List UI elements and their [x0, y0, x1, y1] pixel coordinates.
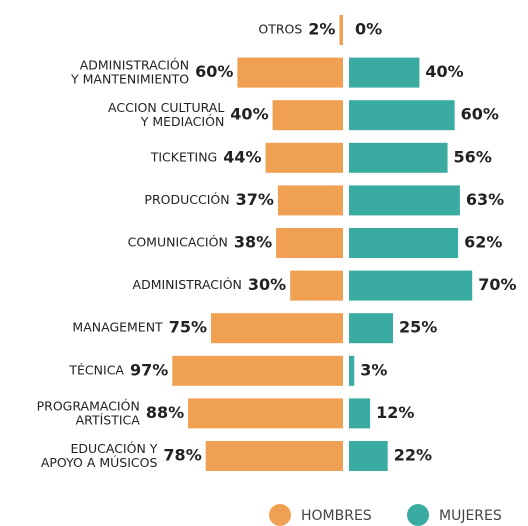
bar — [349, 142, 448, 173]
bar — [205, 441, 343, 471]
bar — [237, 57, 343, 88]
bar — [211, 313, 343, 344]
category-label: PRODUCCIÓN — [144, 192, 229, 207]
value-label: 40% — [230, 105, 268, 124]
bar — [272, 100, 343, 131]
bar — [349, 57, 420, 88]
bar — [349, 270, 473, 301]
bar — [349, 313, 393, 344]
legend-swatch — [269, 504, 291, 526]
value-label: 60% — [195, 62, 233, 81]
value-label: 12% — [376, 403, 414, 422]
bar — [265, 142, 343, 173]
value-label: 0% — [355, 20, 382, 39]
value-label: 44% — [223, 147, 261, 166]
bar — [349, 100, 455, 131]
bar — [349, 228, 459, 258]
value-label: 63% — [466, 190, 504, 209]
value-label: 3% — [360, 360, 387, 379]
bar — [276, 228, 343, 258]
value-label: 70% — [478, 275, 516, 294]
bar — [339, 15, 343, 45]
category-label: ADMINISTRACIÓN — [133, 277, 242, 292]
category-label: TÉCNICA — [68, 362, 124, 377]
category-label: ADMINISTRACIÓN Y MANTENIMIENTO — [70, 57, 189, 86]
category-label: ACCION CULTURAL Y MEDIACIÓN — [108, 100, 224, 129]
category-label: COMUNICACIÓN — [128, 235, 228, 250]
bar — [290, 270, 343, 301]
category-label: EDUCACIÓN Y APOYO A MÚSICOS — [41, 441, 158, 470]
value-label: 37% — [236, 190, 274, 209]
value-label: 25% — [399, 318, 437, 337]
value-label: 56% — [454, 147, 492, 166]
value-label: 88% — [146, 403, 184, 422]
bar — [349, 355, 355, 386]
category-label: OTROS — [258, 22, 302, 37]
value-label: 60% — [461, 105, 499, 124]
category-label: TICKETING — [150, 149, 218, 164]
value-label: 97% — [130, 360, 168, 379]
value-label: 22% — [394, 446, 432, 465]
value-label: 30% — [248, 275, 286, 294]
legend-label: MUJERES — [439, 508, 502, 524]
value-label: 75% — [169, 318, 207, 337]
legend-swatch — [407, 504, 429, 526]
value-label: 2% — [308, 20, 335, 39]
value-label: 40% — [425, 62, 463, 81]
bar — [188, 398, 343, 429]
bar — [349, 441, 388, 471]
value-label: 78% — [163, 446, 201, 465]
bar — [277, 185, 343, 216]
category-label: PROGRAMACIÓN ARTÍSTICA — [37, 398, 141, 427]
value-label: 62% — [464, 233, 502, 252]
legend-label: HOMBRES — [301, 508, 372, 524]
bar — [349, 185, 460, 216]
category-label: MANAGEMENT — [72, 320, 163, 335]
bar — [349, 398, 371, 429]
value-label: 38% — [234, 233, 272, 252]
bar — [172, 355, 343, 386]
